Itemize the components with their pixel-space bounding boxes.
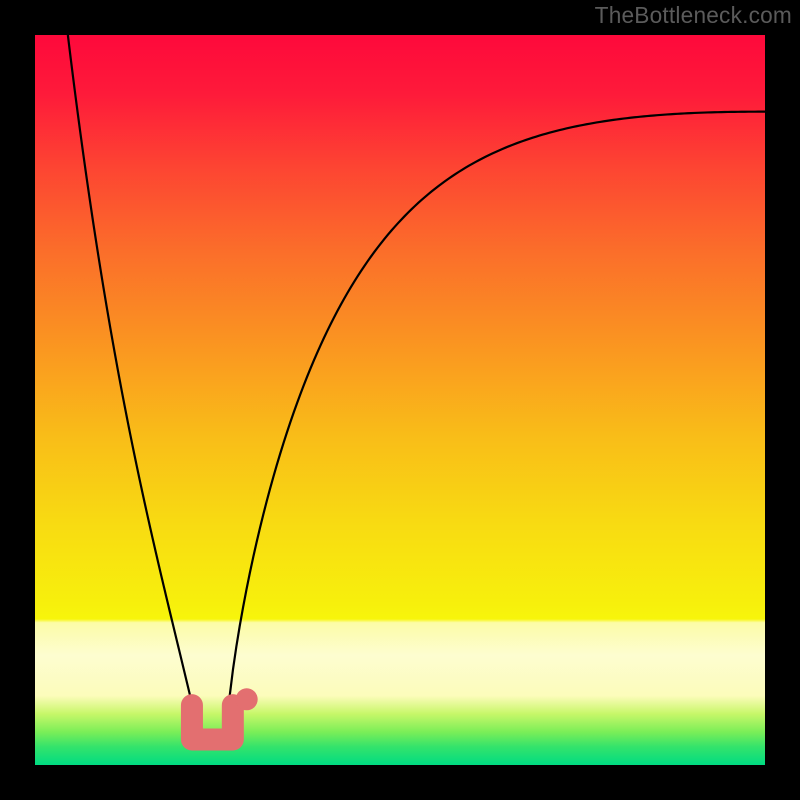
figure-frame: TheBottleneck.com <box>0 0 800 800</box>
watermark-text: TheBottleneck.com <box>595 2 792 29</box>
curve-layer <box>35 35 765 765</box>
plot-area <box>35 35 765 765</box>
